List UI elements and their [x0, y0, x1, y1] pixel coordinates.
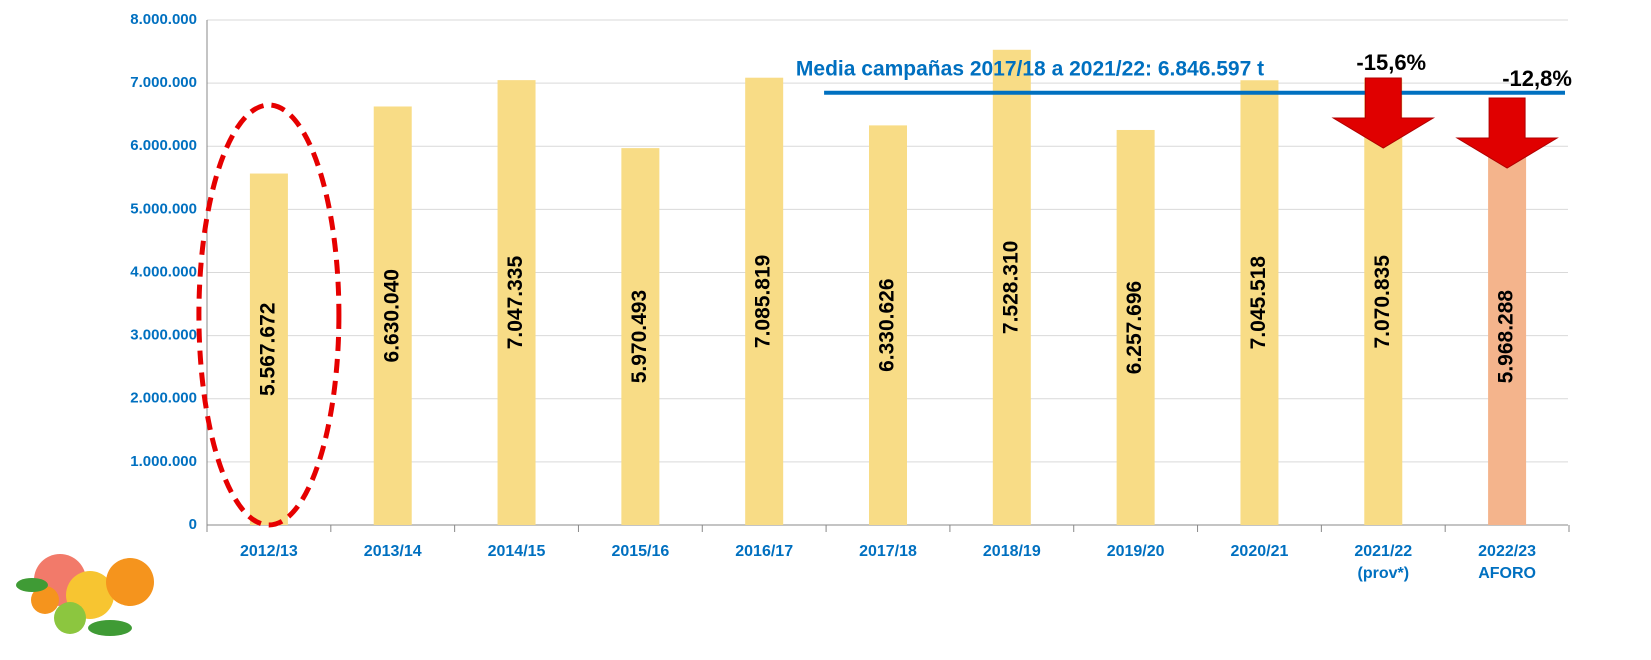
value-label: 7.085.819 — [752, 255, 775, 348]
y-tick-label: 3.000.000 — [130, 327, 197, 344]
change-label: -15,6% — [1356, 50, 1426, 75]
bar — [869, 125, 907, 525]
y-tick-label: 4.000.000 — [130, 263, 197, 280]
x-tick-label: 2019/20 — [1107, 543, 1165, 560]
bar — [621, 148, 660, 526]
y-tick-label: 8.000.000 — [130, 11, 197, 28]
value-label: 5.567.672 — [256, 303, 279, 396]
bar — [745, 77, 784, 525]
x-tick-label: 2016/17 — [735, 543, 793, 560]
bar — [373, 106, 412, 525]
x-tick-label: 2020/21 — [1231, 543, 1289, 560]
value-label: 5.970.493 — [628, 290, 651, 383]
bar — [249, 173, 288, 525]
y-tick-label: 5.000.000 — [130, 200, 197, 217]
y-tick-label: 2.000.000 — [130, 390, 197, 407]
bar — [992, 49, 1031, 526]
x-tick-label: 2017/18 — [859, 543, 917, 560]
x-tick-label: 2018/19 — [983, 543, 1041, 560]
x-tick-label: 2022/23 AFORO — [1478, 543, 1536, 582]
y-tick-label: 1.000.000 — [130, 453, 197, 470]
y-tick-label: 6.000.000 — [130, 137, 197, 154]
fruit-icon — [16, 554, 154, 636]
bar — [1240, 80, 1279, 525]
value-label: 7.045.518 — [1247, 256, 1270, 350]
value-label: 7.047.335 — [504, 256, 527, 350]
bar — [1364, 78, 1403, 526]
value-label: 6.257.696 — [1123, 281, 1146, 374]
highlight-ellipse — [196, 102, 342, 528]
x-tick-label: 2013/14 — [364, 543, 422, 560]
y-tick-label: 7.000.000 — [130, 74, 197, 91]
change-label: -12,8% — [1502, 66, 1572, 91]
value-label: 7.070.835 — [1371, 255, 1394, 349]
mean-label: Media campañas 2017/18 a 2021/22: 6.846.… — [796, 58, 1264, 81]
value-label: 6.330.626 — [876, 278, 899, 371]
x-tick-label: 2012/13 — [240, 543, 298, 560]
down-arrow — [1455, 97, 1559, 169]
y-tick-label: 0 — [189, 516, 197, 533]
x-tick-label: 2014/15 — [488, 543, 546, 560]
x-tick-label: 2015/16 — [611, 543, 669, 560]
value-label: 5.968.288 — [1495, 290, 1518, 384]
down-arrow — [1331, 77, 1436, 149]
value-label: 7.528.310 — [999, 241, 1022, 334]
bar — [1116, 129, 1155, 525]
value-label: 6.630.040 — [380, 269, 403, 362]
bar — [497, 80, 536, 526]
bar — [1488, 148, 1527, 525]
x-tick-label: 2021/22 (prov*) — [1354, 543, 1412, 582]
